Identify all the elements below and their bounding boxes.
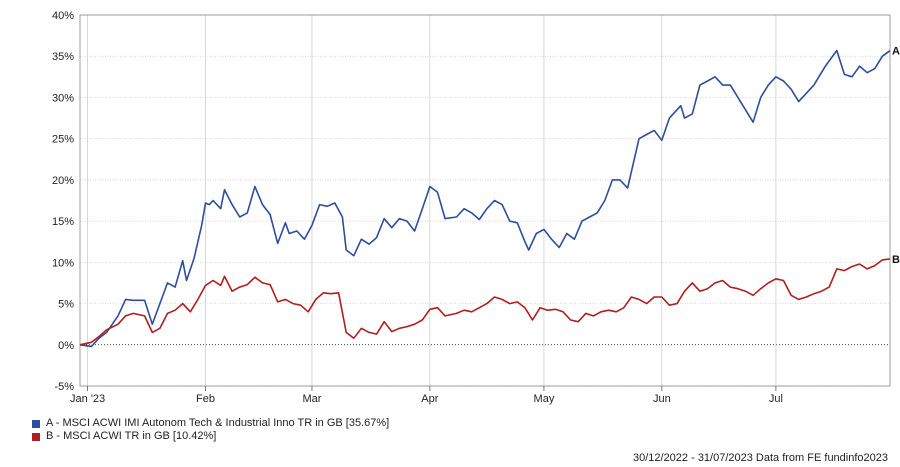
axes xyxy=(79,14,891,391)
x-tick-label: Jul xyxy=(769,393,783,405)
y-tick-label: 0% xyxy=(58,340,74,352)
x-tick-label: Jun xyxy=(653,393,671,405)
plot-frame xyxy=(79,14,891,387)
x-tick-label: Jan '23 xyxy=(70,393,105,405)
date-range-source-note: 30/12/2022 - 31/07/2023 Data from FE fun… xyxy=(632,452,888,464)
y-tick-label: 20% xyxy=(52,175,74,187)
y-tick-label: 40% xyxy=(52,10,74,22)
line-chart: -5% 0% 5% 10% 15% 20% 25% 30% 35% 40% Jan '23 Feb Ma… xyxy=(52,10,900,405)
y-tick-label: 25% xyxy=(52,134,74,146)
y-tick-label: 30% xyxy=(52,92,74,104)
legend-swatch-a xyxy=(32,419,40,428)
y-tick-label: 35% xyxy=(52,51,74,63)
legend-swatch-b xyxy=(32,432,40,441)
series-line-a xyxy=(79,49,891,348)
x-tick-label: May xyxy=(534,393,555,405)
series-line-b xyxy=(79,258,891,346)
legend-label-a: A - MSCI ACWI IMI Autonom Tech & Industr… xyxy=(46,417,390,429)
series-lines xyxy=(79,49,891,348)
series-end-label-b: B xyxy=(892,254,900,266)
legend-entry-a: A - MSCI ACWI IMI Autonom Tech & Industr… xyxy=(32,417,389,430)
legend: A - MSCI ACWI IMI Autonom Tech & Industr… xyxy=(32,417,389,443)
x-tick-label: Apr xyxy=(421,393,438,405)
y-tick-label: -5% xyxy=(54,381,74,393)
y-tick-label: 10% xyxy=(52,257,74,269)
x-tick-label: Mar xyxy=(302,393,321,405)
x-tick-label: Feb xyxy=(196,393,215,405)
series-end-label-a: A xyxy=(892,46,900,58)
y-tick-label: 15% xyxy=(52,216,74,228)
tick-labels: -5% 0% 5% 10% 15% 20% 25% 30% 35% 40% Jan '23 Feb Ma… xyxy=(52,10,900,405)
grid-lines xyxy=(80,14,890,387)
y-tick-label: 5% xyxy=(58,299,74,311)
legend-entry-b: B - MSCI ACWI TR in GB [10.42%] xyxy=(32,430,389,443)
legend-label-b: B - MSCI ACWI TR in GB [10.42%] xyxy=(46,430,217,442)
